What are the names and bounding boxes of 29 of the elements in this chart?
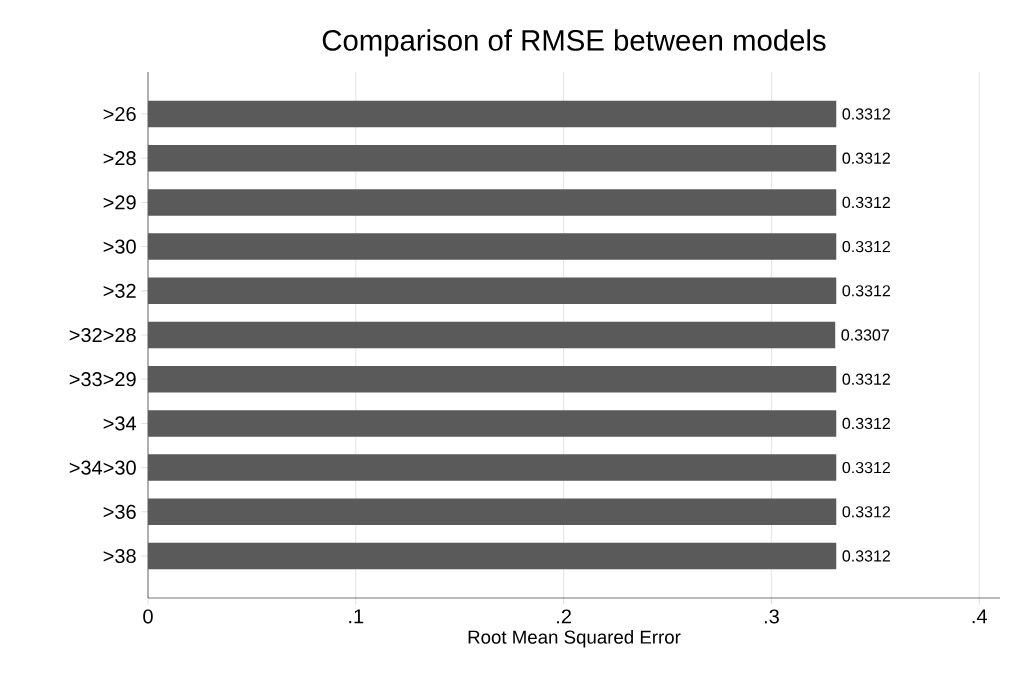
data-label: 0.3312	[842, 417, 890, 430]
y-tick-label: >34>30	[69, 460, 136, 475]
y-tick-label: >33>29	[69, 372, 136, 387]
x-tick-label: .2	[557, 609, 571, 624]
y-tick-label: >38	[103, 548, 136, 564]
data-label: 0.3312	[842, 240, 890, 253]
data-label: 0.3312	[842, 285, 890, 297]
data-label: 0.3312	[842, 108, 890, 120]
y-tick-label: >29	[103, 195, 136, 210]
y-tick-label: >32>28	[69, 327, 136, 343]
data-label: 0.3312	[842, 152, 890, 164]
y-tick-label: >28	[103, 151, 136, 166]
y-tick-label: >34	[103, 416, 137, 431]
data-label: 0.3307	[841, 329, 889, 341]
data-label: 0.3312	[842, 506, 890, 518]
data-label: 0.3312	[842, 461, 890, 474]
x-tick-label: 0	[143, 609, 153, 624]
x-tick-label: .4	[972, 609, 987, 624]
y-tick-label: >36	[103, 504, 136, 519]
x-tick-label: .1	[349, 609, 364, 624]
data-label: 0.3312	[842, 550, 890, 562]
x-axis-title: Root Mean Squared Error	[468, 630, 681, 648]
y-tick-label: >30	[103, 239, 136, 254]
data-label: 0.3312	[842, 373, 890, 385]
y-tick-label: >26	[103, 106, 136, 122]
x-tick-label: .3	[764, 609, 779, 624]
y-tick-label: >32	[103, 283, 136, 298]
data-label: 0.3312	[842, 196, 890, 209]
chart-title: Comparison of RMSE between models	[322, 29, 826, 57]
